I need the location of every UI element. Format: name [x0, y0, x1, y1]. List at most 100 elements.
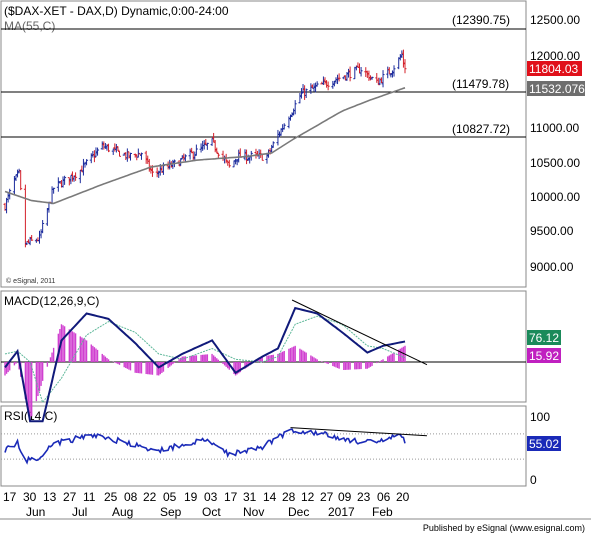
ma-value-badge-bg — [527, 81, 585, 96]
price-bar — [205, 142, 209, 150]
x-day-7: 22 — [143, 490, 157, 504]
price-bar — [304, 88, 308, 99]
price-tick-11000: 11000.00 — [530, 121, 579, 135]
price-bar — [107, 143, 111, 153]
x-day-17: 09 — [338, 490, 352, 504]
signal-value-badge: 15.92 — [529, 349, 559, 363]
price-bar — [370, 76, 374, 80]
x-day-1: 30 — [23, 490, 37, 504]
price-bar — [293, 100, 297, 115]
price-bar — [30, 234, 34, 241]
x-day-12: 31 — [243, 490, 257, 504]
signal-value-badge-bg — [527, 348, 561, 363]
x-day-18: 23 — [357, 490, 371, 504]
macd-value-badge: 76.12 — [529, 331, 559, 345]
x-month-feb: Feb — [372, 505, 393, 519]
level-label-middle: (11479.78) — [452, 77, 509, 91]
price-bar — [41, 220, 45, 234]
rsi-divergence-trendline — [290, 427, 427, 437]
x-day-16: 27 — [320, 490, 334, 504]
price-tick-10500: 10500.00 — [530, 156, 580, 170]
price-tick-9500: 9500.00 — [530, 224, 574, 238]
x-day-5: 25 — [104, 490, 118, 504]
rsi-value-badge-bg — [527, 436, 561, 451]
price-bar — [194, 144, 198, 156]
price-tick-10000: 10000.00 — [530, 190, 580, 204]
price-panel-frame — [0, 0, 527, 288]
x-month-2017: 2017 — [328, 505, 355, 519]
last-price-badge: 11804.03 — [529, 62, 578, 76]
x-day-11: 17 — [224, 490, 238, 504]
x-month-jul: Jul — [72, 505, 87, 519]
ma-label: MA(55,C) — [4, 19, 55, 33]
x-day-2: 13 — [43, 490, 57, 504]
price-bar — [52, 187, 56, 194]
rsi-tick-100: 100 — [530, 410, 550, 424]
macd-divergence-trendline — [291, 299, 428, 366]
last-price-badge-bg — [527, 61, 582, 76]
x-day-20: 20 — [396, 490, 410, 504]
x-day-0: 17 — [3, 490, 17, 504]
x-month-aug: Aug — [112, 505, 133, 519]
x-day-15: 12 — [301, 490, 315, 504]
chart-title: ($DAX-XET - DAX,D) Dynamic,0:00-24:00 — [4, 4, 229, 18]
x-day-9: 19 — [184, 490, 198, 504]
price-bar — [128, 152, 132, 161]
price-tick-12500: 12500.00 — [530, 13, 580, 27]
price-bar — [282, 123, 286, 130]
ma-line — [4, 87, 406, 205]
price-bar — [8, 188, 12, 200]
x-day-6: 08 — [124, 490, 138, 504]
price-bar — [348, 66, 352, 82]
price-bar — [337, 73, 341, 82]
price-bar — [392, 65, 396, 77]
macd-panel-frame — [0, 290, 527, 403]
rsi-value-badge: 55.02 — [529, 437, 559, 451]
x-day-8: 05 — [163, 490, 177, 504]
x-month-dec: Dec — [288, 505, 309, 519]
x-day-19: 06 — [377, 490, 391, 504]
price-bar — [19, 170, 23, 191]
x-day-3: 27 — [63, 490, 77, 504]
price-bar — [63, 175, 67, 185]
x-axis: 17 30 13 27 11 25 08 22 05 19 03 17 31 1… — [3, 490, 410, 519]
price-y-axis: 12500.00 12000.00 11500.00 11000.00 1050… — [530, 13, 580, 274]
x-day-14: 28 — [282, 490, 296, 504]
macd-value-badge-bg — [527, 330, 561, 345]
price-tick-9000: 9000.00 — [530, 260, 574, 274]
macd-plot — [1, 299, 526, 423]
price-bar — [326, 81, 330, 91]
ma-value-badge: 11532.076 — [529, 82, 585, 96]
level-label-bottom: (10827.72) — [452, 122, 510, 136]
price-bar — [118, 150, 122, 157]
footer-credit: Published by eSignal (www.esignal.com) — [423, 523, 585, 533]
rsi-panel-frame — [0, 405, 527, 487]
level-label-top: (12390.75) — [452, 13, 510, 27]
price-bar — [403, 59, 407, 74]
copyright-label: © eSignal, 2011 — [6, 277, 56, 285]
x-month-oct: Oct — [202, 505, 221, 519]
price-bar — [227, 159, 231, 168]
price-bar — [271, 141, 275, 148]
price-bar — [116, 146, 120, 151]
rsi-tick-0: 0 — [530, 473, 537, 487]
price-tick-12000: 12000.00 — [530, 49, 580, 63]
macd-line — [4, 306, 406, 423]
rsi-plot — [1, 427, 526, 465]
rsi-line — [4, 428, 406, 465]
price-bar — [136, 148, 140, 158]
price-bar — [381, 70, 385, 88]
price-bar — [359, 67, 363, 77]
price-bar — [92, 150, 96, 163]
x-month-jun: Jun — [26, 505, 45, 519]
x-month-sep: Sep — [160, 505, 182, 519]
x-day-13: 14 — [263, 490, 277, 504]
x-day-4: 11 — [83, 490, 96, 504]
price-bar — [74, 172, 78, 181]
price-bar — [139, 152, 143, 160]
price-bar — [96, 147, 100, 156]
price-bar — [216, 152, 220, 159]
price-plot — [3, 49, 407, 248]
